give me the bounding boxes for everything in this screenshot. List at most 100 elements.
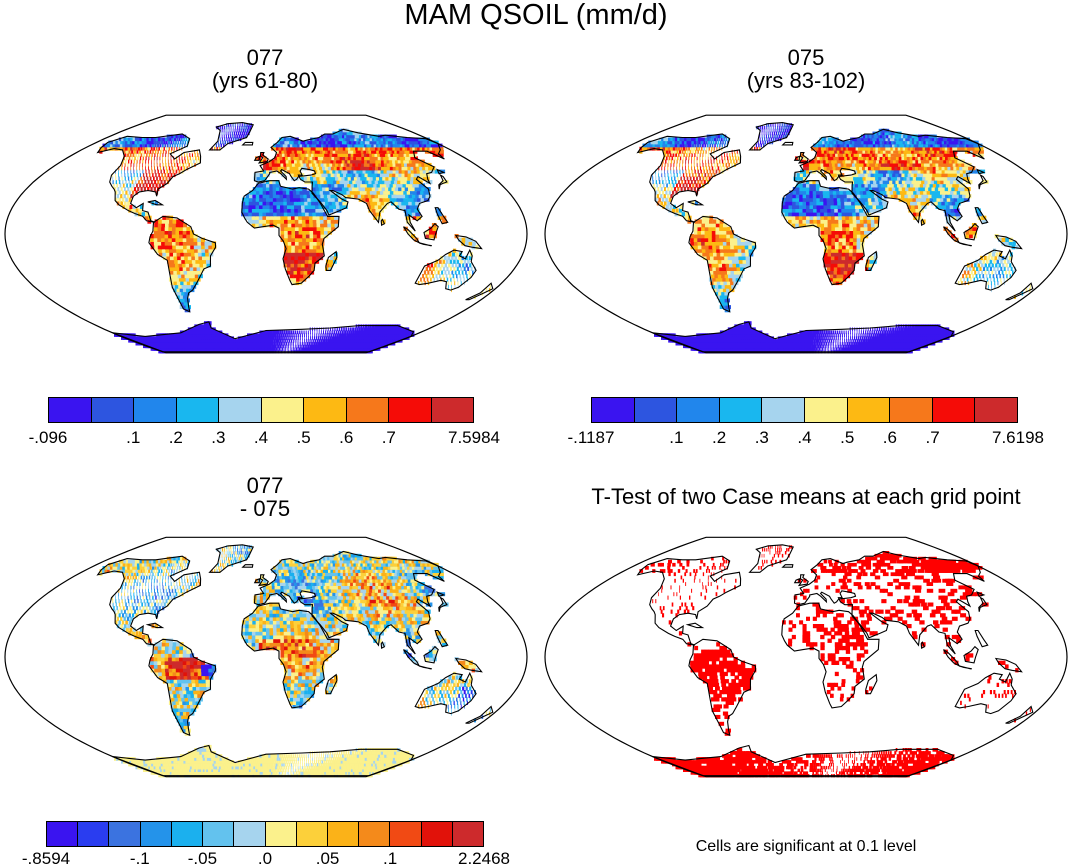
panel-1-colorbar-labels: -.096 .1 .2 .3 .4 .5 .6 .7 7.5984 — [0, 429, 530, 449]
panel-3-title: 077 - 075 — [0, 474, 530, 520]
coastline-sri-lanka — [380, 218, 386, 227]
coastline-madagascar — [325, 673, 338, 695]
colorbar-swatch — [49, 398, 92, 422]
colorbar-label: -.8594 — [21, 849, 71, 868]
colorbar-label: 7.6198 — [992, 428, 1044, 447]
coastline-indonesia-2 — [419, 665, 432, 670]
colorbar-swatch — [719, 398, 763, 422]
panel-2-map — [544, 114, 1068, 354]
coastline-south-america — [148, 215, 217, 313]
coastline-uk — [257, 574, 269, 587]
coastline-australia — [414, 671, 477, 715]
colorbar-label: .4 — [253, 428, 269, 447]
coastline-madagascar — [325, 250, 338, 271]
panel-3-colorbar-labels: -.8594 -.1 -.05 .0 .05 .1 2.2468 — [0, 850, 530, 868]
colorbar-label: .6 — [339, 428, 354, 447]
coastline-australia — [954, 248, 1017, 291]
panel-2-colorbar — [591, 397, 1018, 423]
coastline-north-america — [636, 133, 742, 223]
coastline-africa — [241, 180, 340, 286]
coastline-uk — [797, 151, 809, 164]
colorbar-swatch — [304, 398, 347, 422]
colorbar-label: .1 — [126, 428, 141, 447]
panel-2-title-line1: 075 — [787, 45, 825, 70]
coastline-north-america — [96, 555, 202, 646]
coastline-south-america — [148, 638, 217, 737]
coastline-south-america — [688, 638, 757, 737]
coastline-greenland — [748, 122, 795, 151]
coastline-ireland — [793, 577, 801, 584]
colorbar-swatch — [78, 822, 110, 846]
colorbar-swatch — [176, 398, 219, 422]
colorbar-swatch — [421, 822, 453, 846]
panel-2-title-line2: (yrs 83-102) — [746, 68, 866, 93]
coastline-philippines — [974, 207, 989, 225]
colorbar-swatch — [47, 822, 79, 846]
colorbar-label: -.1187 — [567, 428, 615, 447]
colorbar-swatch — [975, 398, 1017, 422]
coastline-europe-asia — [253, 550, 445, 655]
coastline-europe-asia — [253, 128, 445, 232]
coastline-north-america — [636, 555, 742, 646]
colorbar-swatch — [762, 398, 805, 422]
colorbar-label: .3 — [211, 428, 226, 447]
colorbar-swatch — [296, 822, 328, 846]
colorbar-swatch — [431, 398, 473, 422]
panel-4-title: T-Test of two Case means at each grid po… — [542, 485, 1070, 508]
colorbar-label: .3 — [754, 428, 769, 447]
map-border — [544, 114, 1068, 354]
coastline-japan — [438, 173, 448, 190]
coastline-iceland — [781, 141, 794, 146]
colorbar-label: 2.2468 — [458, 849, 510, 868]
coastline-hokkaido — [976, 591, 986, 597]
colorbar-swatch — [327, 822, 360, 846]
panel-3-title-line2: - 075 — [239, 496, 291, 521]
coastline-uk — [797, 574, 809, 587]
map-border — [4, 536, 528, 778]
panel-4-map — [544, 536, 1068, 778]
figure-title: MAM QSOIL (mm/d) — [404, 0, 668, 31]
map-border — [4, 114, 528, 354]
coastline-philippines — [434, 629, 449, 648]
colorbar-swatch — [592, 398, 635, 422]
colorbar-swatch — [390, 822, 422, 846]
coastline-iceland — [781, 564, 794, 568]
map-border — [544, 536, 1068, 778]
panel-4-title-line1: T-Test of two Case means at each grid po… — [591, 484, 1021, 509]
coastline-japan — [978, 596, 988, 612]
coastline-philippines — [434, 207, 449, 225]
coastline-australia — [954, 671, 1017, 715]
coastline-ireland — [793, 155, 801, 161]
colorbar-swatch — [261, 398, 304, 422]
coastline-new-guinea — [994, 657, 1023, 673]
colorbar-swatch — [265, 822, 297, 846]
colorbar-swatch — [219, 398, 262, 422]
coastline-ireland — [253, 155, 261, 161]
colorbar-label: .2 — [712, 428, 727, 447]
coastline-borneo — [423, 645, 439, 664]
coastline-new-zealand — [1005, 282, 1034, 301]
colorbar-swatch — [171, 822, 204, 846]
coastline-cuba — [147, 199, 165, 206]
colorbar-label: .5 — [296, 428, 311, 447]
colorbar-label: .1 — [383, 849, 398, 868]
coastline-madagascar — [865, 673, 878, 695]
coastline-north-america — [96, 133, 202, 223]
panel-1-map — [4, 114, 528, 354]
colorbar-swatch — [234, 822, 266, 846]
coastline-borneo — [963, 645, 979, 664]
colorbar-label: 7.5984 — [448, 428, 500, 447]
panel-1-title: 077 (yrs 61-80) — [0, 46, 530, 92]
coastline-greenland — [208, 122, 255, 151]
coastline-australia — [414, 248, 477, 291]
coastline-borneo — [423, 222, 439, 241]
colorbar-label: .5 — [840, 428, 855, 447]
coastline-hokkaido — [436, 168, 446, 175]
coastline-europe-asia — [793, 128, 985, 232]
coastline-iceland — [241, 564, 254, 568]
coastline-new-guinea — [454, 657, 483, 673]
colorbar-label: -.096 — [28, 428, 68, 447]
panel-3-colorbar — [46, 821, 484, 847]
colorbar-label: .0 — [257, 849, 273, 868]
coastlines — [636, 544, 1034, 777]
